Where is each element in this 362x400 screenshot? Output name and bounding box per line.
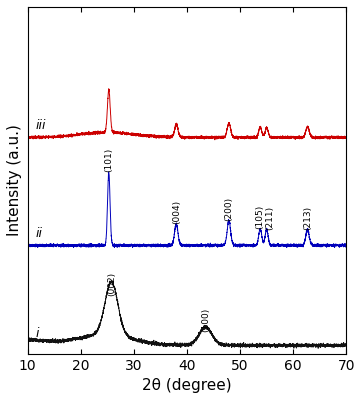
- Text: (002): (002): [107, 272, 116, 296]
- Text: (213): (213): [303, 206, 312, 230]
- Text: (101): (101): [104, 148, 113, 172]
- Text: (200): (200): [224, 196, 233, 220]
- Text: (004): (004): [172, 200, 181, 224]
- X-axis label: 2θ (degree): 2θ (degree): [142, 378, 232, 393]
- Text: (211): (211): [265, 206, 274, 230]
- Text: ii: ii: [35, 227, 42, 240]
- Text: (105): (105): [256, 204, 265, 229]
- Text: iii: iii: [35, 119, 46, 132]
- Text: i: i: [35, 328, 39, 340]
- Text: (100): (100): [201, 308, 210, 332]
- Y-axis label: Intensity (a.u.): Intensity (a.u.): [7, 124, 22, 236]
